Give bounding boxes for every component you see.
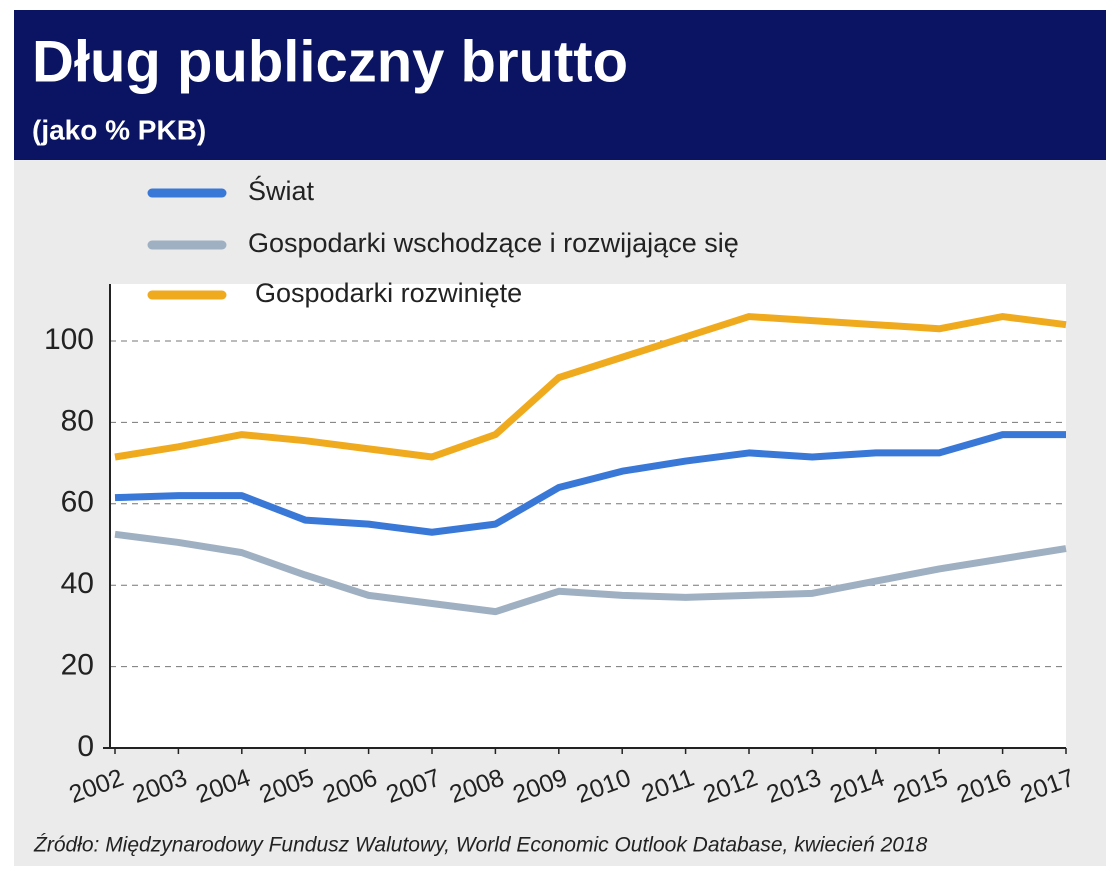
legend-label: Gospodarki rozwinięte	[255, 278, 522, 308]
legend-label: Świat	[248, 174, 315, 206]
y-tick-label: 100	[44, 323, 94, 356]
series-line	[114, 431, 1066, 536]
y-tick-label: 80	[61, 404, 94, 437]
y-tick-label: 0	[77, 730, 94, 763]
series-line	[114, 530, 1067, 616]
y-tick-label: 40	[61, 567, 94, 600]
y-tick-label: 60	[61, 486, 94, 519]
legend-label: Gospodarki wschodzące i rozwijające się	[248, 228, 739, 258]
plot-area	[110, 284, 1066, 748]
series-line	[114, 313, 1067, 461]
source: Źródło: Międzynarodowy Fundusz Walutowy,…	[33, 834, 928, 857]
title-banner	[14, 10, 1106, 160]
y-tick-label: 20	[61, 649, 94, 682]
chart-subtitle: (jako % PKB)	[32, 114, 206, 145]
chart-title: Dług publiczny brutto	[32, 29, 628, 94]
